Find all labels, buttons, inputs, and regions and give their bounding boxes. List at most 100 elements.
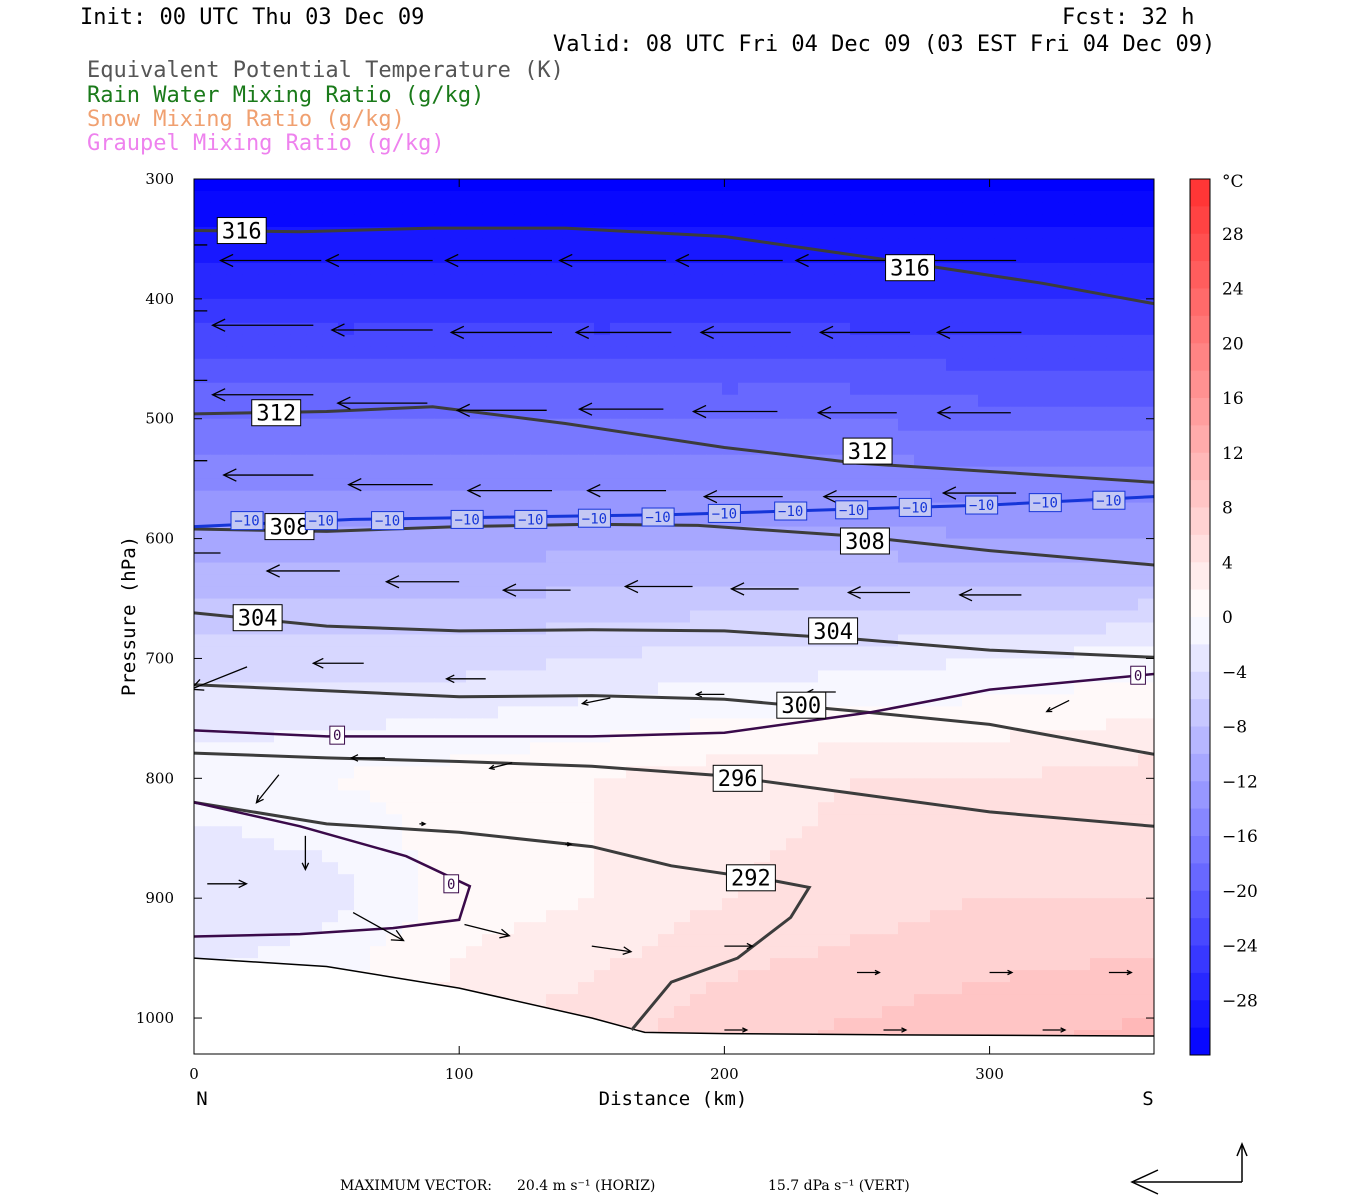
temperature-cell: [1058, 250, 1075, 264]
temperature-cell: [738, 334, 755, 348]
temperature-cell: [786, 790, 803, 803]
temperature-cell: [386, 262, 403, 276]
temperature-cell: [242, 286, 259, 300]
temperature-cell: [962, 202, 979, 216]
temperature-cell: [306, 898, 323, 911]
temperature-cell: [322, 310, 339, 324]
temperature-cell: [1026, 370, 1043, 384]
temperature-cell: [1058, 262, 1075, 276]
temperature-cell: [306, 286, 323, 300]
temperature-cell: [1042, 394, 1059, 408]
temperature-cell: [850, 598, 867, 612]
temperature-cell: [786, 202, 803, 216]
temperature-cell: [658, 562, 675, 576]
temperature-cell: [690, 646, 707, 660]
temperature-cell: [930, 742, 947, 755]
temperature-cell: [786, 179, 803, 192]
temperature-cell: [290, 898, 307, 911]
temperature-cell: [274, 538, 291, 552]
temperature-cell: [818, 742, 835, 755]
colorbar-segment: [1190, 398, 1210, 426]
temperature-cell: [482, 598, 499, 612]
temperature-cell: [738, 418, 755, 432]
temperature-cell: [258, 334, 275, 348]
temperature-cell: [1074, 682, 1091, 696]
temperature-cell: [1106, 179, 1123, 192]
temperature-cell: [578, 574, 595, 588]
temperature-cell: [1090, 322, 1107, 336]
temperature-cell: [1106, 1018, 1123, 1031]
temperature-cell: [962, 790, 979, 803]
temperature-cell: [306, 670, 323, 684]
temperature-cell: [1058, 958, 1075, 971]
temperature-cell: [962, 322, 979, 336]
temperature-cell: [306, 742, 323, 755]
temperature-cell: [338, 322, 355, 336]
temperature-cell: [866, 826, 883, 839]
temperature-cell: [242, 179, 259, 192]
temperature-cell: [434, 742, 451, 755]
temperature-cell: [578, 994, 595, 1007]
temperature-cell: [482, 418, 499, 432]
temperature-cell: [946, 418, 963, 432]
temperature-cell: [530, 238, 547, 252]
temperature-cell: [594, 202, 611, 216]
wind-vector-head: [238, 879, 248, 889]
temperature-cell: [1058, 862, 1075, 875]
temperature-cell: [514, 610, 531, 624]
temperature-cell: [226, 370, 243, 384]
temperature-cell: [482, 430, 499, 444]
temperature-cell: [546, 874, 563, 887]
temperature-cell: [594, 478, 611, 492]
temperature-cell: [850, 190, 867, 204]
temperature-cell: [194, 790, 211, 803]
wind-vector: [455, 403, 547, 418]
temperature-cell: [946, 490, 963, 504]
temperature-cell: [514, 262, 531, 276]
temperature-cell: [1058, 826, 1075, 839]
temperature-cell: [562, 346, 579, 360]
temperature-cell: [434, 766, 451, 779]
temperature-cell: [946, 202, 963, 216]
temperature-cell: [946, 562, 963, 576]
temperature-cell: [850, 922, 867, 935]
temperature-cell: [946, 982, 963, 995]
temperature-cell: [850, 682, 867, 696]
temperature-cell: [258, 838, 275, 851]
temperature-cell: [402, 562, 419, 576]
temperature-cell: [1026, 598, 1043, 612]
temperature-cell: [322, 346, 339, 360]
temperature-cell: [914, 982, 931, 995]
temperature-cell: [338, 526, 355, 540]
temperature-cell: [242, 946, 259, 959]
temperature-cell: [962, 970, 979, 983]
temperature-cell: [610, 562, 627, 576]
temperature-cell: [818, 358, 835, 372]
temperature-cell: [690, 826, 707, 839]
temperature-cell: [306, 886, 323, 899]
temperature-cell: [674, 286, 691, 300]
wind-vector: [352, 911, 405, 942]
temperature-cell: [258, 850, 275, 863]
temperature-cell: [610, 190, 627, 204]
temperature-cell: [274, 466, 291, 480]
temperature-cell: [706, 430, 723, 444]
temperature-cell: [738, 598, 755, 612]
temperature-cell: [770, 598, 787, 612]
temperature-cell: [690, 502, 707, 516]
temperature-cell: [1090, 1018, 1107, 1031]
temperature-cell: [450, 970, 467, 983]
temperature-cell: [242, 202, 259, 216]
temperature-cell: [530, 478, 547, 492]
temperature-cell: [818, 418, 835, 432]
theta-e-contour-312: [194, 405, 1154, 484]
temperature-cell: [466, 322, 483, 336]
temperature-cell: [866, 718, 883, 731]
temperature-cell: [322, 179, 339, 192]
temperature-cell: [834, 179, 851, 192]
temperature-cell: [834, 922, 851, 935]
temperature-cell: [402, 298, 419, 312]
temperature-cell: [210, 430, 227, 444]
temperature-cell: [946, 322, 963, 336]
temperature-cell: [642, 394, 659, 408]
